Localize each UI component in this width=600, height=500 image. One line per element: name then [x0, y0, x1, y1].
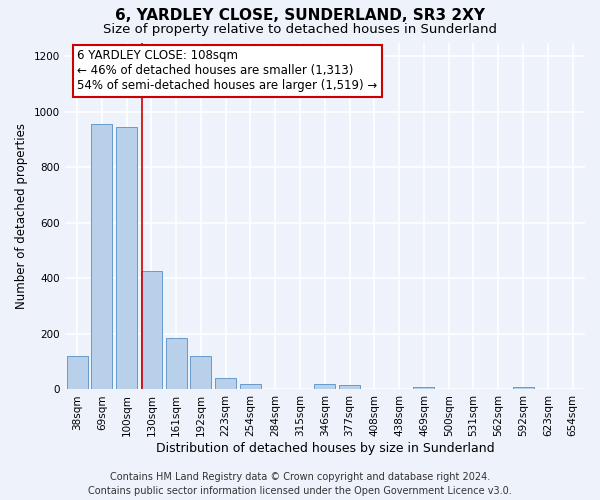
- Bar: [166, 338, 187, 390]
- Text: Size of property relative to detached houses in Sunderland: Size of property relative to detached ho…: [103, 22, 497, 36]
- Text: Contains HM Land Registry data © Crown copyright and database right 2024.
Contai: Contains HM Land Registry data © Crown c…: [88, 472, 512, 496]
- X-axis label: Distribution of detached houses by size in Sunderland: Distribution of detached houses by size …: [155, 442, 494, 455]
- Bar: [116, 127, 137, 390]
- Bar: [141, 272, 162, 390]
- Bar: [413, 387, 434, 390]
- Bar: [512, 387, 533, 390]
- Text: 6 YARDLEY CLOSE: 108sqm
← 46% of detached houses are smaller (1,313)
54% of semi: 6 YARDLEY CLOSE: 108sqm ← 46% of detache…: [77, 50, 377, 92]
- Bar: [240, 384, 261, 390]
- Text: 6, YARDLEY CLOSE, SUNDERLAND, SR3 2XY: 6, YARDLEY CLOSE, SUNDERLAND, SR3 2XY: [115, 8, 485, 22]
- Bar: [91, 124, 112, 390]
- Bar: [339, 386, 360, 390]
- Bar: [190, 356, 211, 390]
- Bar: [314, 384, 335, 390]
- Bar: [215, 378, 236, 390]
- Y-axis label: Number of detached properties: Number of detached properties: [15, 123, 28, 309]
- Bar: [67, 356, 88, 390]
